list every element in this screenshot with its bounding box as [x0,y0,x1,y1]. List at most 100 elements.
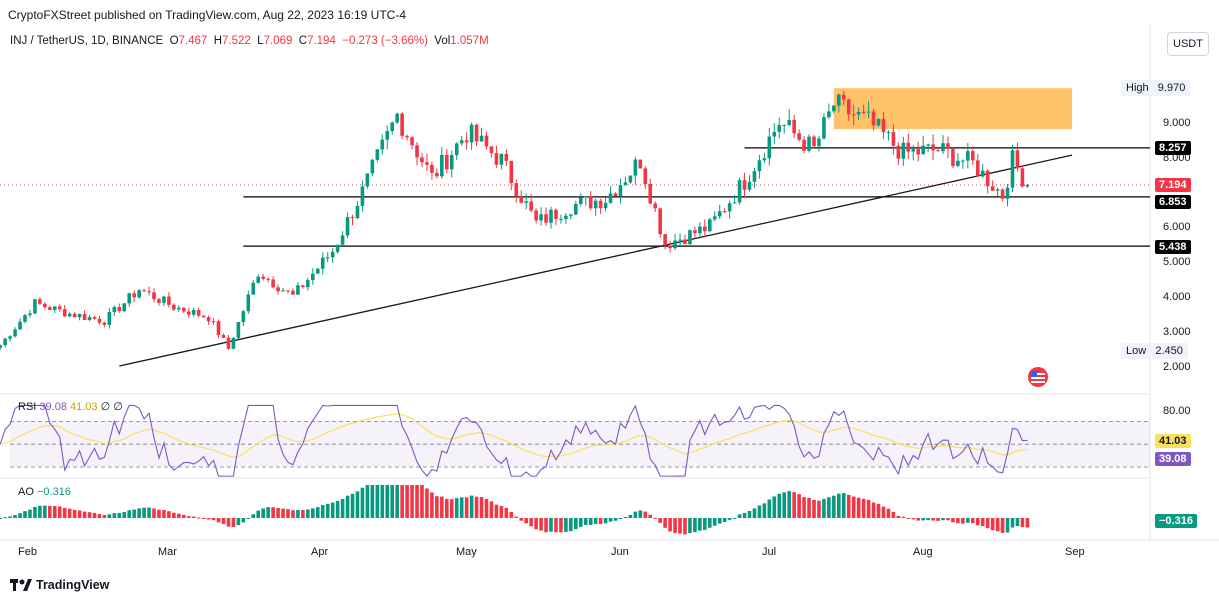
ao-bar [598,518,603,525]
candle-body [365,173,370,187]
ao-bar [901,516,906,518]
us-flag-event-icon[interactable] [1025,365,1051,389]
candle-body [931,144,935,151]
candle-body [946,143,950,149]
ao-bar [554,518,558,533]
ao-bar [281,508,285,518]
candle-body [871,111,876,126]
ao-bar [951,518,955,523]
candle-body [896,145,901,159]
candle-body [345,217,350,236]
candle-body [420,157,424,163]
candle-body [191,310,196,315]
ao-bar [529,518,533,527]
candle-body [832,105,836,112]
candle-body [712,216,717,220]
candle-body [956,160,960,166]
candle-body [916,148,921,155]
ao-bar [961,518,965,524]
candle-body [266,278,270,280]
ao-bar [578,518,583,527]
ao-bar [236,518,241,526]
candle-body [107,312,112,325]
candle-body [72,313,77,318]
ao-bar [995,518,1000,532]
ao-bar [827,497,831,518]
ao-bar [147,507,151,518]
candle-body [941,143,945,152]
candle-body [291,290,295,295]
price-tick: 6.000 [1163,221,1191,233]
ao-bar [499,505,504,518]
ao-bar [380,485,385,518]
candle-body [539,214,543,221]
ao-bar [0,518,2,519]
ao-bar [633,511,638,518]
ao-bar [846,494,851,518]
ao-bar [514,516,519,518]
ao-bar [405,485,409,518]
ao-bar [33,506,37,518]
ao-bar [142,507,146,518]
ao-bar [8,516,12,518]
ao-bar [549,518,553,532]
ao-label[interactable]: AO [18,486,34,498]
candle-body [23,315,27,322]
candle-body [281,290,285,292]
ao-bar [216,518,221,523]
candle-body [970,151,975,161]
ao-bar [574,518,578,530]
ao-bar [459,497,464,518]
candle-body [440,154,444,177]
candle-body [494,153,499,165]
candle-body [142,290,146,292]
level-tag-8257: 8.257 [1155,141,1191,155]
candle-body [936,150,940,152]
symbol-label[interactable]: INJ / TetherUS, 1D, BINANCE [10,35,164,47]
ao-bar [440,496,444,518]
ao-bar [177,513,181,518]
candle-body [370,159,375,174]
candle-body [380,139,385,150]
ao-bar [479,497,484,518]
candle-body [454,143,459,156]
candle-body [216,321,221,336]
ao-bar [489,501,494,518]
ao-bar [837,493,841,518]
ao-bar [881,506,886,518]
ao-bar [653,517,658,519]
time-tick: Feb [18,546,37,558]
ao-bar [97,513,102,518]
candle-body [251,282,256,295]
candle-body [762,158,767,161]
candle-body [961,160,965,162]
candle-body [554,209,558,220]
candle-body [837,94,841,106]
ao-bar [410,485,414,518]
symbol-legend: INJ / TetherUS, 1D, BINANCE O7.467 H7.52… [10,35,489,47]
tradingview-logo[interactable]: TradingView [10,578,109,592]
ao-bar [28,509,32,518]
candle-body [921,145,925,155]
rsi-label[interactable]: RSI [18,401,37,413]
ao-bar [127,510,132,518]
ao-bar [67,508,72,518]
ao-bar [534,518,538,530]
candle-body [77,314,82,318]
high-marker: High 9.970 [1121,80,1191,96]
ao-bar [474,496,479,518]
candle-body [405,135,409,138]
ao-bar [57,506,62,518]
candle-body [196,310,201,316]
candle-body [301,285,305,288]
candle-body [311,273,315,281]
ao-bar [181,514,186,518]
candle-body [846,99,851,115]
ao-bar [425,488,429,518]
candle-body [469,124,474,143]
tradingview-logo-icon [10,579,32,591]
ao-bar [82,511,87,518]
currency-button[interactable]: USDT [1167,32,1209,56]
ao-bar [861,498,866,518]
